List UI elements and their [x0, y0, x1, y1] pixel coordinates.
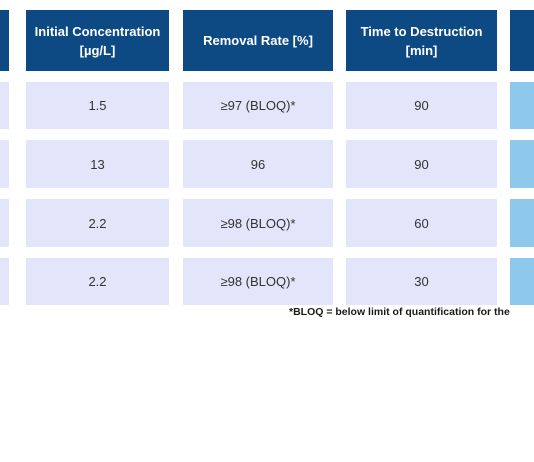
header-cell-left-cut [0, 10, 9, 71]
header-time-to-destruction: Time to Destruction [min] [346, 10, 497, 71]
row-2-time-to-destruction: 90 [346, 140, 497, 188]
row-2-right-cut [510, 140, 534, 188]
row-3-removal-rate: ≥98 (BLOQ)* [183, 199, 333, 247]
table-footnote: *BLOQ = below limit of quantification fo… [289, 306, 510, 318]
header-initial-concentration-line2: [µg/L] [79, 42, 116, 58]
header-removal-rate: Removal Rate [%] [183, 10, 333, 71]
row-1-removal-rate: ≥97 (BLOQ)* [183, 82, 333, 129]
row-4-left-cut [0, 258, 9, 305]
row-2-initial-concentration: 13 [26, 140, 169, 188]
row-2-left-cut [0, 140, 9, 188]
row-3-time-to-destruction: 60 [346, 199, 497, 247]
row-1-right-cut [510, 82, 534, 129]
header-initial-concentration-line1: Initial Concentration [34, 23, 161, 39]
row-4-initial-concentration: 2.2 [26, 258, 169, 305]
row-3-right-cut [510, 199, 534, 247]
header-time-to-destruction-line2: [min] [405, 42, 438, 58]
row-4-time-to-destruction: 30 [346, 258, 497, 305]
header-time-to-destruction-line1: Time to Destruction [360, 23, 483, 39]
row-4-right-cut [510, 258, 534, 305]
header-cell-right-cut [510, 10, 534, 71]
row-4-removal-rate: ≥98 (BLOQ)* [183, 258, 333, 305]
row-2-removal-rate: 96 [183, 140, 333, 188]
row-3-initial-concentration: 2.2 [26, 199, 169, 247]
header-initial-concentration: Initial Concentration [µg/L] [26, 10, 169, 71]
row-1-initial-concentration: 1.5 [26, 82, 169, 129]
row-1-time-to-destruction: 90 [346, 82, 497, 129]
row-3-left-cut [0, 199, 9, 247]
header-removal-rate-label: Removal Rate [%] [203, 33, 313, 48]
row-1-left-cut [0, 82, 9, 129]
